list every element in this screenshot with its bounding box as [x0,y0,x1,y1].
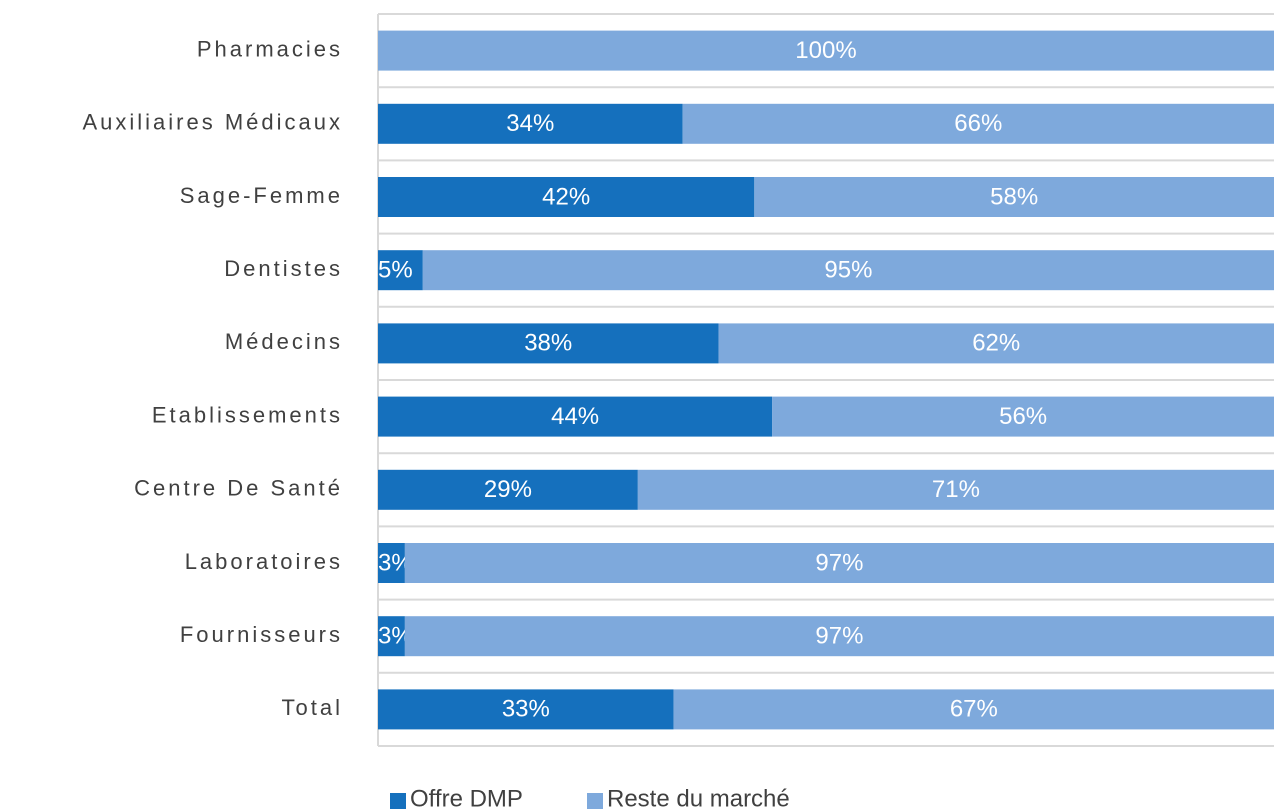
legend-swatch [587,793,603,809]
bar-segment [378,469,638,510]
value-label: 95% [824,257,872,284]
bar-segment [378,396,773,437]
value-label: 33% [502,696,550,723]
y-tick-label: Pharmacies [197,36,343,61]
value-label: 29% [484,476,532,503]
bar-segment [378,323,719,364]
y-tick-label: Médecins [225,329,343,354]
value-label: 97% [815,623,863,650]
value-label: 58% [990,183,1038,210]
value-label: 66% [954,110,1002,137]
y-tick-label: Fournisseurs [180,622,343,647]
legend-label: Reste du marché [607,785,790,811]
y-tick-label: Laboratoires [185,549,343,574]
bar-segment [378,616,405,657]
bar-segment [637,469,1274,510]
bar-segment [404,616,1274,657]
y-tick-label: Sage-Femme [180,183,343,208]
y-tick-label: Dentistes [224,256,343,281]
value-label: 56% [999,403,1047,430]
bar-segment [422,250,1274,291]
bar-segment [682,103,1274,144]
y-tick-label: Total [282,695,343,720]
value-label: 62% [972,330,1020,357]
y-tick-label: Etablissements [152,402,343,427]
bar-segment [754,177,1274,217]
bar-segment [404,543,1274,583]
value-label: 97% [815,549,863,576]
value-label: 71% [932,476,980,503]
bar-segment [378,103,683,144]
value-label: 38% [524,330,572,357]
bar-segment [673,689,1274,730]
bar-segment [378,543,405,583]
legend-swatch [390,793,406,809]
bar-segment [378,689,674,730]
legend-label: Offre DMP [410,785,523,811]
value-label: 44% [551,403,599,430]
value-label: 100% [795,37,856,64]
value-label: 67% [950,696,998,723]
bar-segment [378,250,423,291]
y-tick-label: Auxiliaires Médicaux [82,110,343,135]
bar-segment [378,30,1274,71]
value-label: 5% [378,257,413,284]
bar-segment [772,396,1274,437]
bar-segment [378,177,755,217]
y-tick-label: Centre De Santé [134,476,343,501]
value-label: 34% [506,110,554,137]
bar-segment [718,323,1274,364]
value-label: 42% [542,183,590,210]
